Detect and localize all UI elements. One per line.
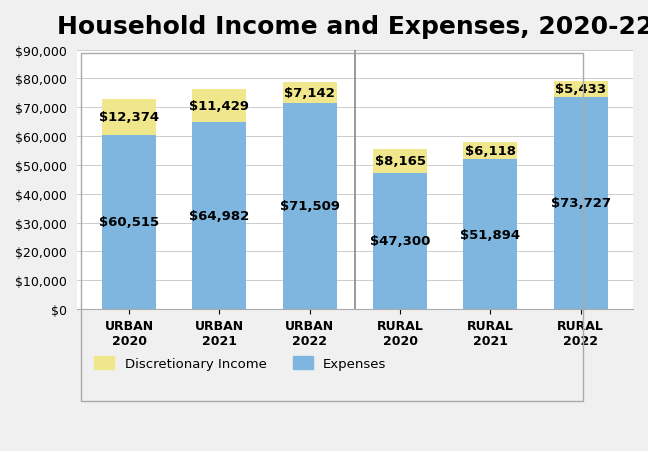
Text: $71,509: $71,509	[280, 200, 340, 213]
Bar	[553, 97, 608, 309]
Text: $5,433: $5,433	[555, 83, 606, 96]
Bar	[102, 100, 156, 135]
Text: $6,118: $6,118	[465, 145, 516, 158]
Text: $7,142: $7,142	[284, 87, 335, 100]
Text: $47,300: $47,300	[370, 235, 430, 248]
Bar	[553, 82, 608, 97]
Bar	[373, 150, 427, 173]
Bar	[463, 143, 517, 160]
Text: $11,429: $11,429	[189, 100, 249, 113]
Legend: Discretionary Income, Expenses: Discretionary Income, Expenses	[89, 350, 392, 375]
Bar	[102, 135, 156, 309]
Title: Household Income and Expenses, 2020-22: Household Income and Expenses, 2020-22	[57, 15, 648, 39]
Bar	[283, 104, 337, 309]
Text: $64,982: $64,982	[189, 209, 249, 222]
Bar	[463, 160, 517, 309]
Bar	[373, 173, 427, 309]
Bar	[283, 83, 337, 104]
Text: $60,515: $60,515	[99, 216, 159, 229]
Text: $8,165: $8,165	[375, 155, 426, 168]
Bar	[192, 90, 246, 123]
Text: $73,727: $73,727	[551, 197, 610, 210]
Text: $12,374: $12,374	[99, 111, 159, 124]
Bar	[192, 123, 246, 309]
Text: $51,894: $51,894	[460, 228, 520, 241]
